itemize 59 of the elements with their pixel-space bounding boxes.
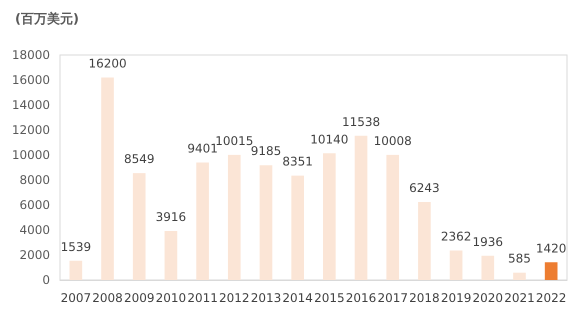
data-label: 10008 xyxy=(374,134,412,148)
x-tick-label: 2018 xyxy=(409,291,440,305)
bar xyxy=(291,176,304,280)
x-tick-label: 2010 xyxy=(156,291,186,305)
data-label: 11538 xyxy=(342,114,380,129)
x-tick-label: 2013 xyxy=(250,291,282,305)
data-label: 3916 xyxy=(156,210,186,224)
bar xyxy=(70,260,82,280)
x-tick-label: 2007 xyxy=(60,291,92,305)
bar xyxy=(418,202,431,280)
data-label: 10140 xyxy=(310,132,348,146)
data-label: 9401 xyxy=(187,141,218,156)
data-label: 6243 xyxy=(409,180,440,195)
bar xyxy=(544,262,558,280)
data-label: 16200 xyxy=(88,56,127,70)
data-label: 1936 xyxy=(472,234,504,249)
bar xyxy=(228,154,241,280)
y-tick-label: 14000 xyxy=(12,98,50,112)
x-tick-label: 2014 xyxy=(282,291,313,305)
x-tick-label: 2011 xyxy=(187,291,218,305)
bar xyxy=(481,256,494,280)
bar xyxy=(196,162,209,280)
data-label: 1420 xyxy=(536,241,566,256)
y-tick-label: 8000 xyxy=(19,173,50,187)
bar xyxy=(260,165,272,280)
bar xyxy=(450,250,462,280)
y-tick-label: 16000 xyxy=(12,73,50,87)
bar xyxy=(164,231,178,280)
data-label: 9185 xyxy=(250,144,282,158)
data-label: 10015 xyxy=(215,134,254,148)
x-tick-label: 2012 xyxy=(219,291,250,305)
x-tick-label: 2019 xyxy=(440,291,472,305)
bar xyxy=(101,78,114,280)
x-tick-label: 2015 xyxy=(314,291,345,305)
bar xyxy=(132,173,146,280)
data-label: 8351 xyxy=(282,154,313,169)
y-tick-label: 2000 xyxy=(19,248,50,262)
bar xyxy=(386,154,400,280)
x-tick-label: 2017 xyxy=(377,291,408,305)
bar xyxy=(513,272,526,280)
data-label: 585 xyxy=(508,252,531,266)
x-tick-label: 2008 xyxy=(92,291,123,305)
bar xyxy=(323,153,336,280)
y-tick-label: 4000 xyxy=(19,223,50,237)
data-label: 1539 xyxy=(60,240,92,254)
y-tick-label: 6000 xyxy=(19,198,50,212)
y-tick-label: 12000 xyxy=(12,123,50,137)
y-tick-label: 18000 xyxy=(12,48,50,62)
x-tick-label: 2020 xyxy=(472,291,504,305)
y-tick-label: 10000 xyxy=(12,148,50,162)
y-axis-title: (百万美元) xyxy=(15,11,79,27)
y-tick-label: 0 xyxy=(42,273,50,287)
bar xyxy=(354,136,368,280)
data-label: 2362 xyxy=(440,229,472,244)
x-tick-label: 2022 xyxy=(536,291,566,305)
x-tick-label: 2009 xyxy=(124,291,154,305)
x-tick-label: 2021 xyxy=(504,291,535,305)
x-tick-label: 2016 xyxy=(346,291,376,305)
data-label: 8549 xyxy=(124,152,154,166)
